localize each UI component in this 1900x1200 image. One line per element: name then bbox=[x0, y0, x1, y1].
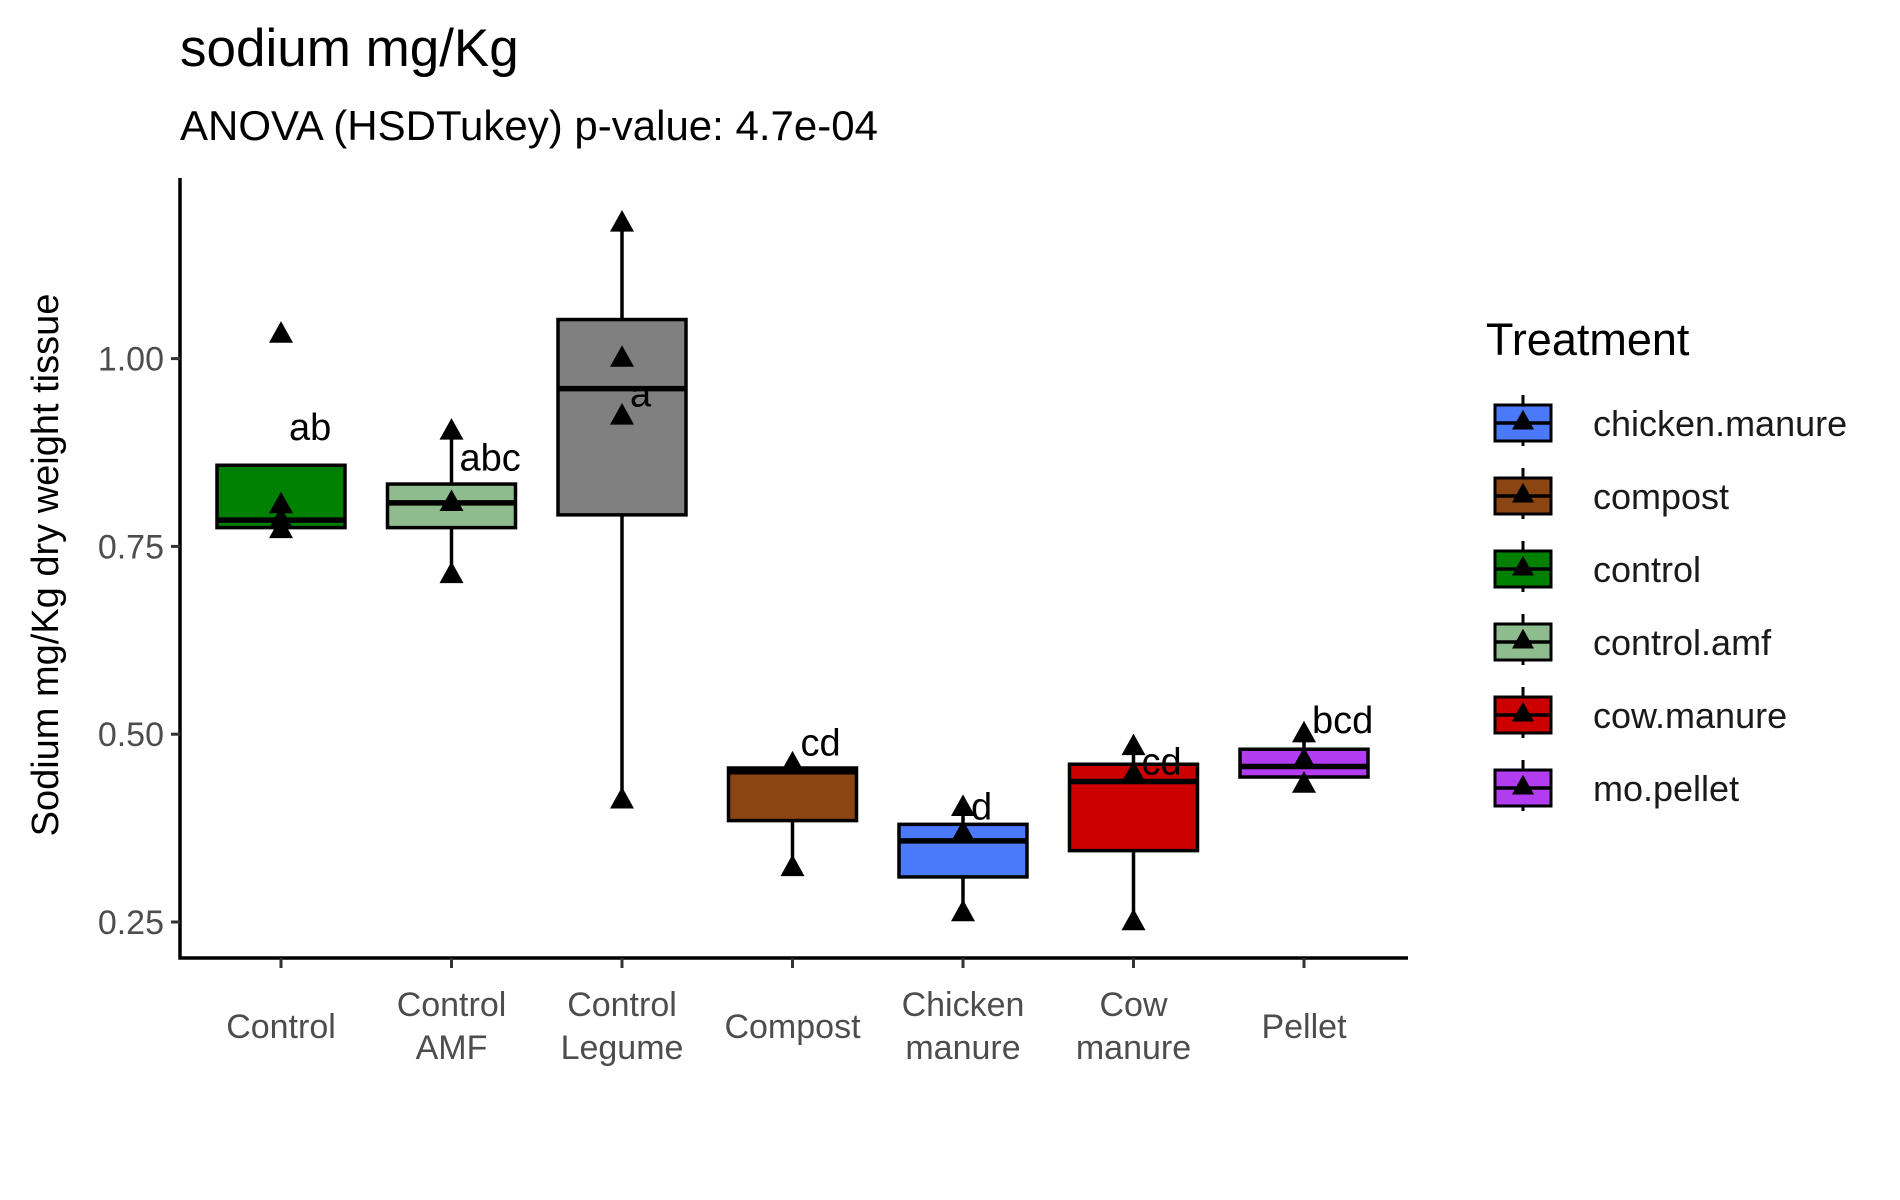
legend-key-point bbox=[1512, 701, 1534, 722]
legend-label: mo.pellet bbox=[1593, 768, 1739, 809]
y-tick-label: 1.00 bbox=[98, 341, 164, 379]
x-tick-label: Control bbox=[226, 1008, 336, 1046]
legend-key-point bbox=[1512, 555, 1534, 576]
data-point bbox=[1292, 747, 1316, 769]
chart-subtitle: ANOVA (HSDTukey) p-value: 4.7e-04 bbox=[180, 102, 878, 149]
legend-label: control.amf bbox=[1593, 622, 1772, 663]
significance-letter: a bbox=[630, 373, 652, 415]
x-tick-label: Legume bbox=[561, 1029, 684, 1067]
data-point bbox=[951, 819, 975, 842]
data-point bbox=[439, 489, 464, 512]
x-tick-label: Cow bbox=[1099, 986, 1167, 1024]
y-axis-title: Sodium mg/Kg dry weight tissue bbox=[25, 294, 67, 837]
box-compost bbox=[726, 766, 859, 823]
data-point bbox=[951, 794, 975, 817]
significance-letter: bcd bbox=[1312, 700, 1373, 742]
y-tick-label: 0.75 bbox=[98, 528, 164, 566]
data-point bbox=[439, 561, 464, 584]
significance-letter: abc bbox=[460, 437, 521, 479]
legend-title: Treatment bbox=[1486, 314, 1690, 365]
data-point bbox=[269, 491, 293, 514]
data-point bbox=[1292, 771, 1316, 793]
plot-area: 0.25 0.50 0.75 1.00 Control ab Control AMF abc Co… bbox=[98, 178, 1408, 1067]
y-tick-label: 0.25 bbox=[98, 904, 164, 942]
x-tick-label: Control bbox=[397, 986, 507, 1024]
significance-letter: cd bbox=[801, 723, 841, 765]
legend-key-point bbox=[1512, 774, 1534, 795]
legend-key-point bbox=[1512, 482, 1534, 503]
x-tick-label: manure bbox=[1076, 1029, 1191, 1067]
data-point bbox=[610, 403, 634, 425]
legend-label: cow.manure bbox=[1593, 695, 1787, 736]
significance-letter: ab bbox=[289, 407, 331, 449]
data-point bbox=[439, 418, 464, 440]
x-tick-label: Control bbox=[567, 986, 677, 1024]
x-tick-label: Chicken bbox=[902, 986, 1025, 1024]
significance-letter: d bbox=[971, 787, 992, 829]
data-point bbox=[269, 321, 293, 343]
data-point bbox=[610, 345, 634, 367]
y-tick-label: 0.50 bbox=[98, 716, 164, 754]
data-point bbox=[610, 786, 634, 809]
data-point bbox=[1121, 733, 1146, 756]
data-point bbox=[780, 750, 805, 773]
data-point bbox=[1292, 720, 1316, 743]
x-tick-label: Compost bbox=[724, 1008, 861, 1046]
legend-label: compost bbox=[1593, 476, 1729, 517]
x-tick-label: manure bbox=[905, 1029, 1020, 1067]
data-point bbox=[610, 209, 634, 232]
x-tick-label: AMF bbox=[416, 1029, 488, 1067]
data-point bbox=[269, 516, 293, 539]
chart-title: sodium mg/Kg bbox=[180, 19, 519, 78]
data-point bbox=[1121, 760, 1146, 783]
legend-key-point bbox=[1512, 409, 1534, 430]
significance-letter: cd bbox=[1142, 741, 1182, 783]
data-point bbox=[1121, 908, 1146, 931]
legend-key-point bbox=[1512, 628, 1534, 649]
legend: Treatment chicken.manure compost control co… bbox=[1486, 314, 1847, 816]
legend-label: control bbox=[1593, 549, 1701, 590]
x-tick-label: Pellet bbox=[1261, 1008, 1347, 1046]
legend-label: chicken.manure bbox=[1593, 403, 1847, 444]
data-point bbox=[780, 854, 805, 877]
data-point bbox=[951, 899, 975, 922]
